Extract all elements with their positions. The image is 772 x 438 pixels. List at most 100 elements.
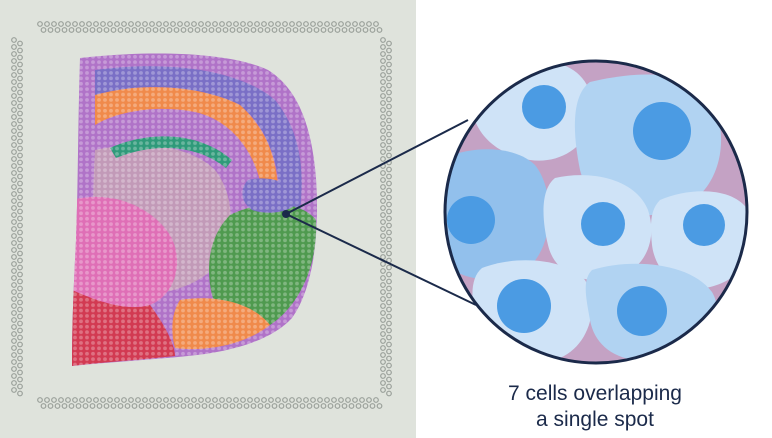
fiducial-dot: [17, 173, 23, 180]
fiducial-dot: [386, 313, 392, 320]
fiducial-dot: [44, 21, 50, 27]
fiducial-dot: [261, 397, 267, 403]
fiducial-dot: [386, 215, 392, 222]
fiducial-dot: [386, 131, 392, 138]
fiducial-dot: [72, 21, 78, 27]
fiducial-dot: [380, 373, 386, 379]
fiducial-dot: [17, 236, 23, 243]
fiducial-dot: [268, 21, 274, 27]
fiducial-dot: [362, 27, 369, 33]
fiducial-dot: [86, 21, 92, 27]
fiducial-dot: [386, 173, 392, 180]
fiducial-dot: [303, 21, 309, 27]
fiducial-dot: [17, 159, 23, 166]
fiducial-dot: [386, 110, 392, 117]
fiducial-dot: [386, 264, 392, 271]
fiducial-dot: [184, 397, 190, 403]
fiducial-dot: [61, 403, 68, 409]
fiducial-dot: [11, 121, 17, 127]
fiducial-dot: [17, 285, 23, 292]
cell-cluster: [445, 61, 747, 362]
fiducial-dot: [380, 100, 386, 106]
fiducial-dot: [47, 403, 54, 409]
fiducial-dot: [11, 317, 17, 323]
fiducial-dot: [282, 21, 288, 27]
fiducial-dot: [121, 21, 127, 27]
fiducial-dot: [170, 21, 176, 27]
connector-line-top: [285, 119, 469, 215]
fiducial-dot: [257, 27, 264, 33]
fiducial-dot: [187, 27, 194, 33]
fiducial-dot: [11, 205, 17, 211]
fiducial-dot: [11, 170, 17, 176]
fiducial-dot: [229, 27, 236, 33]
fiducial-dot: [275, 397, 281, 403]
fiducial-dot: [386, 89, 392, 96]
fiducial-dot: [229, 403, 236, 409]
fiducial-dot: [79, 21, 85, 27]
fiducial-dot: [380, 51, 386, 57]
fiducial-dot: [386, 96, 392, 103]
fiducial-dot: [376, 27, 383, 33]
fiducial-dot: [380, 44, 386, 50]
fiducial-dot: [386, 334, 392, 341]
fiducial-dot: [380, 226, 386, 232]
fiducial-dot: [180, 27, 187, 33]
fiducial-dot: [17, 187, 23, 194]
fiducial-dot: [11, 254, 17, 260]
fiducial-dot: [51, 21, 57, 27]
fiducial-dot: [82, 27, 89, 33]
fiducial-dot: [380, 275, 386, 281]
fiducial-dot: [380, 156, 386, 162]
fiducial-dot: [292, 27, 299, 33]
fiducial-dot: [107, 397, 113, 403]
fiducial-dot: [166, 27, 173, 33]
fiducial-dot: [240, 21, 246, 27]
fiducial-dot: [145, 403, 152, 409]
fiducial-dot: [380, 296, 386, 302]
fiducial-dot: [17, 96, 23, 103]
fiducial-dot: [386, 341, 392, 348]
fiducial-dot: [11, 184, 17, 190]
fiducial-dot: [278, 403, 285, 409]
fiducial-dot: [17, 201, 23, 208]
fiducial-frame: [11, 21, 392, 409]
fiducial-dot: [17, 320, 23, 327]
fiducial-dot: [194, 27, 201, 33]
fiducial-dot: [208, 27, 215, 33]
tissue-section: [72, 53, 317, 367]
fiducial-dot: [11, 51, 17, 57]
fiducial-dot: [313, 403, 320, 409]
fiducial-dot: [11, 44, 17, 50]
fiducial-dot: [11, 198, 17, 204]
fiducial-dot: [359, 21, 365, 27]
fiducial-dot: [103, 403, 110, 409]
fiducial-dot: [380, 219, 386, 225]
fiducial-dot: [222, 27, 229, 33]
fiducial-dot: [159, 27, 166, 33]
fiducial-dot: [17, 383, 23, 390]
fiducial-dot: [380, 191, 386, 197]
nucleus-1: [522, 85, 566, 129]
fiducial-dot: [11, 359, 17, 365]
fiducial-dot: [386, 292, 392, 299]
fiducial-dot: [11, 233, 17, 239]
fiducial-dot: [89, 403, 96, 409]
fiducial-dot: [306, 27, 313, 33]
fiducial-dot: [96, 403, 103, 409]
fiducial-dot: [124, 403, 131, 409]
fiducial-dot: [11, 37, 17, 43]
fiducial-dot: [380, 240, 386, 246]
nucleus-5: [683, 204, 725, 246]
fiducial-dot: [386, 348, 392, 355]
fiducial-dot: [386, 208, 392, 215]
fiducial-dot: [166, 403, 173, 409]
fiducial-dot: [380, 93, 386, 99]
fiducial-dot: [386, 229, 392, 236]
fiducial-dot: [17, 243, 23, 250]
fiducial-dot: [114, 21, 120, 27]
fiducial-dot: [380, 79, 386, 85]
fiducial-dot: [386, 285, 392, 292]
